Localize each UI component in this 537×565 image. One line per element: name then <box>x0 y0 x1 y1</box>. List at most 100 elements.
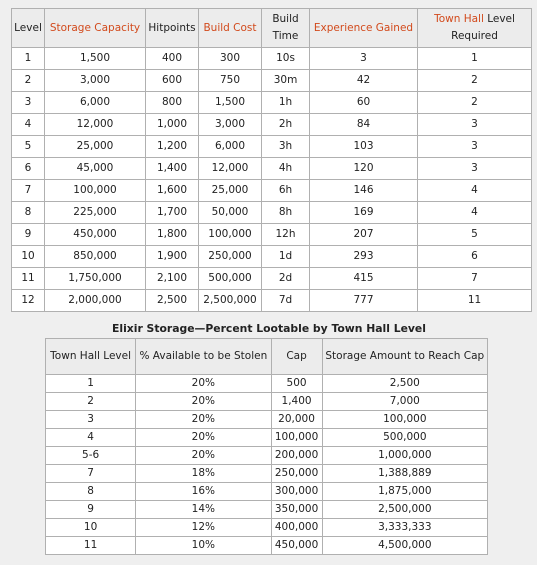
table-row: 9 450,000 1,800 100,000 12h 207 5 <box>11 223 532 246</box>
table-cell: 120 <box>309 157 418 180</box>
table-cell: 1,000 <box>145 113 199 136</box>
table-cell: 9 <box>44 500 137 519</box>
table-cell: 293 <box>309 245 418 268</box>
table-cell: 6 <box>417 245 532 268</box>
header-town-hall-level: Town Hall Level <box>44 338 137 375</box>
table-cell: 1,500 <box>198 91 262 114</box>
table-cell: 7 <box>417 267 532 290</box>
table-cell: 11 <box>11 267 45 290</box>
table-header-row: Level Storage Capacity Hitpoints Build C… <box>11 8 532 48</box>
table-row: 3 20% 20,000 100,000 <box>44 410 489 429</box>
table-cell: 42 <box>309 69 418 92</box>
header-experience-label: Experience Gained <box>313 21 414 34</box>
table-cell: 10s <box>261 47 310 70</box>
table-cell: 3 <box>417 157 532 180</box>
table-cell: 1,700 <box>145 201 199 224</box>
table-cell: 20% <box>135 392 272 411</box>
table-cell: 1,200 <box>145 135 199 158</box>
table-cell: 3 <box>309 47 418 70</box>
header-level-required-label: Level Required <box>451 13 515 42</box>
table-cell: 103 <box>309 135 418 158</box>
table-cell: 3,000 <box>44 69 146 92</box>
table-cell: 10 <box>11 245 45 268</box>
elixir-loot-body: 1 20% 500 2,500 2 20% 1,400 7,000 3 20% 20,000 100,… <box>44 374 489 555</box>
table-cell: 7,000 <box>321 392 489 411</box>
table-cell: 11 <box>44 536 137 555</box>
table-cell: 5-6 <box>44 446 137 465</box>
table-cell: 2h <box>261 113 310 136</box>
table-row: 3 6,000 800 1,500 1h 60 2 <box>11 91 532 114</box>
header-build-time: Build Time <box>261 8 310 48</box>
table-row: 4 12,000 1,000 3,000 2h 84 3 <box>11 113 532 136</box>
table-cell: 146 <box>309 179 418 202</box>
table-cell: 350,000 <box>270 500 323 519</box>
table-row: 5-6 20% 200,000 1,000,000 <box>44 446 489 465</box>
table-cell: 100,000 <box>321 410 489 429</box>
header-amount-to-reach-cap: Storage Amount to Reach Cap <box>321 338 489 375</box>
header-town-hall-level-required: Town Hall Level Required <box>417 8 532 48</box>
table-cell: 8 <box>11 201 45 224</box>
table-header-row: Town Hall Level % Available to be Stolen… <box>44 338 489 375</box>
table-row: 5 25,000 1,200 6,000 3h 103 3 <box>11 135 532 158</box>
table-row: 7 18% 250,000 1,388,889 <box>44 464 489 483</box>
table-cell: 1 <box>11 47 45 70</box>
table-cell: 2,100 <box>145 267 199 290</box>
header-cap: Cap <box>270 338 323 375</box>
header-storage-capacity: Storage Capacity <box>44 8 146 48</box>
table-cell: 1d <box>261 245 310 268</box>
table-cell: 1,750,000 <box>44 267 146 290</box>
table-cell: 2 <box>44 392 137 411</box>
table-cell: 7 <box>11 179 45 202</box>
table-cell: 4,500,000 <box>321 536 489 555</box>
table-cell: 1,600 <box>145 179 199 202</box>
table-cell: 50,000 <box>198 201 262 224</box>
table-cell: 1h <box>261 91 310 114</box>
table-cell: 3 <box>11 91 45 114</box>
table-row: 12 2,000,000 2,500 2,500,000 7d 777 11 <box>11 289 532 312</box>
table-row: 10 850,000 1,900 250,000 1d 293 6 <box>11 245 532 268</box>
table-cell: 1,400 <box>145 157 199 180</box>
table-cell: 25,000 <box>198 179 262 202</box>
table-cell: 500,000 <box>198 267 262 290</box>
table-cell: 415 <box>309 267 418 290</box>
table-cell: 250,000 <box>198 245 262 268</box>
table-cell: 2,500,000 <box>198 289 262 312</box>
table-cell: 30m <box>261 69 310 92</box>
table-cell: 20% <box>135 374 272 393</box>
table-cell: 10 <box>44 518 137 537</box>
table-cell: 6h <box>261 179 310 202</box>
table-cell: 2,500 <box>321 374 489 393</box>
table-cell: 8 <box>44 482 137 501</box>
table-cell: 2 <box>11 69 45 92</box>
table-cell: 12 <box>11 289 45 312</box>
header-build-cost: Build Cost <box>198 8 262 48</box>
table-cell: 2,000,000 <box>44 289 146 312</box>
header-percent-stolen: % Available to be Stolen <box>135 338 272 375</box>
header-level: Level <box>11 8 45 48</box>
table-row: 2 3,000 600 750 30m 42 2 <box>11 69 532 92</box>
table-cell: 100,000 <box>270 428 323 447</box>
table-cell: 11 <box>417 289 532 312</box>
table-cell: 1,400 <box>270 392 323 411</box>
table-cell: 1,800 <box>145 223 199 246</box>
table-cell: 12% <box>135 518 272 537</box>
table-cell: 500,000 <box>321 428 489 447</box>
table-row: 1 1,500 400 300 10s 3 1 <box>11 47 532 70</box>
page: Level Storage Capacity Hitpoints Build C… <box>4 4 534 565</box>
table-cell: 20% <box>135 446 272 465</box>
header-town-hall-link[interactable]: Town Hall <box>434 13 484 25</box>
table-cell: 10% <box>135 536 272 555</box>
table-cell: 300 <box>198 47 262 70</box>
table-cell: 12h <box>261 223 310 246</box>
table-row: 7 100,000 1,600 25,000 6h 146 4 <box>11 179 532 202</box>
table-cell: 1 <box>417 47 532 70</box>
table-cell: 169 <box>309 201 418 224</box>
table-cell: 2 <box>417 91 532 114</box>
table-row: 1 20% 500 2,500 <box>44 374 489 393</box>
table-row: 11 1,750,000 2,100 500,000 2d 415 7 <box>11 267 532 290</box>
storage-levels-body: 1 1,500 400 300 10s 3 1 2 3,000 600 750 30m 42 2 3 6,00… <box>11 47 532 312</box>
table-row: 10 12% 400,000 3,333,333 <box>44 518 489 537</box>
table-cell: 1,500 <box>44 47 146 70</box>
table-cell: 4 <box>417 201 532 224</box>
table-row: 9 14% 350,000 2,500,000 <box>44 500 489 519</box>
